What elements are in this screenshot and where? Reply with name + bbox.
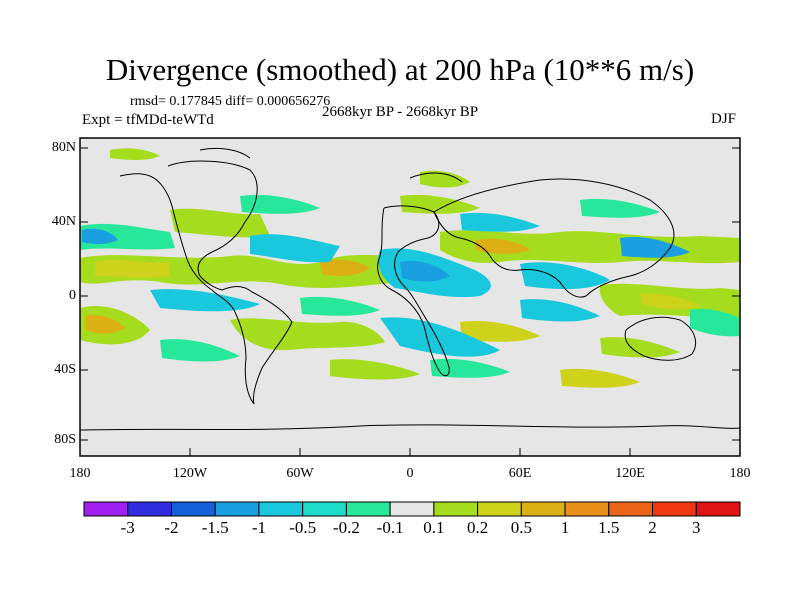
season-label: DJF bbox=[711, 111, 737, 127]
map-title: Divergence (smoothed) at 200 hPa (10**6 … bbox=[105, 52, 695, 87]
colorbar-label: 1 bbox=[560, 518, 570, 537]
colorbar-label: -0.1 bbox=[376, 518, 404, 537]
colorbar-swatch bbox=[258, 501, 304, 517]
colorbar-swatch bbox=[170, 501, 216, 517]
colorbar-swatch bbox=[433, 501, 479, 517]
colorbar-label: -3 bbox=[120, 518, 135, 537]
colorbar-label: -0.5 bbox=[289, 518, 317, 537]
colorbar-swatch bbox=[695, 501, 741, 517]
colorbar-swatch bbox=[214, 501, 260, 517]
lon-label-120w: 120W bbox=[172, 466, 208, 481]
stats-text: rmsd= 0.177845 diff= 0.000656276 bbox=[130, 94, 331, 109]
colorbar-label: -2 bbox=[164, 518, 179, 537]
colorbar-label: -1.5 bbox=[201, 518, 229, 537]
colorbar-swatch bbox=[564, 501, 610, 517]
lon-label-60e: 60E bbox=[508, 466, 532, 481]
colorbar-label: 0.1 bbox=[423, 518, 445, 537]
experiment-label: Expt = tfMDd-teWTd bbox=[82, 112, 214, 128]
colorbar-swatch bbox=[608, 501, 654, 517]
lon-label-180w: 180 bbox=[69, 466, 91, 481]
colorbar-swatch bbox=[83, 501, 129, 517]
colorbar bbox=[83, 501, 741, 517]
lon-label-0: 0 bbox=[406, 466, 414, 481]
colorbar-label: 3 bbox=[692, 518, 701, 537]
colorbar-swatch bbox=[127, 501, 172, 517]
colorbar-label: 2 bbox=[648, 518, 657, 537]
colorbar-swatch bbox=[652, 501, 697, 517]
colorbar-label: -1 bbox=[251, 518, 266, 537]
colorbar-label: 0.2 bbox=[466, 518, 489, 537]
lat-label-40s: 40S bbox=[54, 362, 76, 377]
colorbar-label: 1.5 bbox=[598, 518, 620, 537]
colorbar-swatch bbox=[389, 501, 435, 517]
period-label: 2668kyr BP - 2668kyr BP bbox=[322, 104, 479, 120]
lat-label-80s: 80S bbox=[54, 432, 76, 447]
lat-label-40n: 40N bbox=[51, 214, 76, 229]
lat-label-80n: 80N bbox=[51, 140, 76, 155]
lat-label-0: 0 bbox=[69, 288, 76, 303]
colorbar-swatch bbox=[520, 501, 566, 517]
colorbar-swatch bbox=[345, 501, 391, 517]
colorbar-label: 0.5 bbox=[510, 518, 532, 537]
lon-label-120e: 120E bbox=[615, 466, 645, 481]
colorbar-swatch bbox=[302, 501, 347, 517]
coastlines bbox=[80, 147, 740, 431]
lon-label-180e: 180 bbox=[729, 466, 751, 481]
colorbar-label: -0.2 bbox=[332, 518, 360, 537]
contour-fields bbox=[80, 148, 740, 388]
axis-ticks bbox=[80, 147, 740, 456]
colorbar-swatch bbox=[477, 501, 522, 517]
lon-label-60w: 60W bbox=[286, 466, 314, 481]
